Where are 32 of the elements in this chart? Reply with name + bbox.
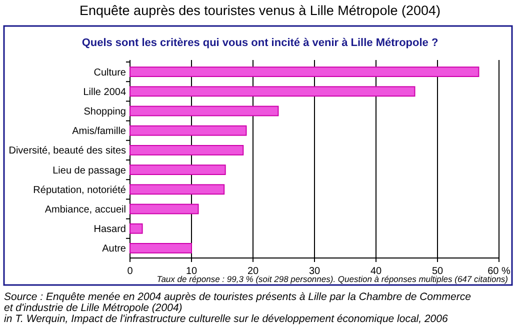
y-tick-label: Shopping [84, 106, 126, 118]
y-tick-label: Diversité, beauté des sites [8, 146, 126, 157]
bar [130, 125, 247, 136]
y-tick-label: Hasard [94, 224, 126, 236]
bar [130, 223, 143, 234]
y-tick-label: Culture [94, 67, 126, 78]
x-tick-label: 60 % [488, 266, 511, 277]
bar [130, 144, 244, 156]
bar [130, 66, 480, 78]
bar [130, 242, 192, 254]
x-tick-label: 30 [308, 266, 320, 277]
x-tick-label: 50 [432, 266, 444, 277]
text: Taux de réponse : 99,3 % (soit 298 personnes). Question à réponses multiples (647 citations) [156, 274, 508, 284]
x-tick-label: 40 [370, 266, 382, 277]
y-tick-label: Réputation, notoriété [33, 184, 126, 196]
chart-title: Enquête auprès des touristes venus à Lille Métropole (2004) [80, 3, 440, 18]
text: in T. Werquin, Impact de l'infrastructure culturelle sur le développement économique local, 2006 [4, 313, 448, 325]
x-tick-label: 20 [247, 266, 259, 277]
bar [130, 184, 225, 195]
bar [130, 86, 416, 97]
x-tick-label: 10 [186, 266, 198, 277]
source-note: Source : Enquête menée en 2004 auprès de touristes présents à Lille par la Chambre de Commerce et d'industrie de Lille Métropole (2004) [4, 291, 472, 314]
bar [130, 204, 199, 214]
y-tick-label: Autre [102, 244, 126, 255]
y-tick-label: Ambiance, accueil [44, 204, 126, 216]
bar [130, 164, 226, 176]
chart-subtitle: Quels sont les critères qui vous ont incité à venir à Lille Métropole ? [82, 37, 438, 49]
x-tick-label: 0 [127, 266, 134, 277]
y-tick-label: Lille 2004 [83, 86, 126, 98]
y-tick-label: Lieu de passage [52, 165, 126, 176]
y-tick-label: Amis/famille [72, 126, 126, 138]
bar [130, 106, 279, 116]
